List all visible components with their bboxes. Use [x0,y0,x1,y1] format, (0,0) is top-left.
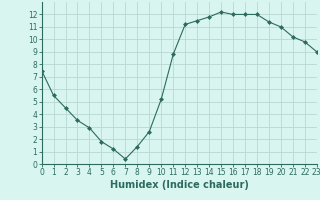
X-axis label: Humidex (Indice chaleur): Humidex (Indice chaleur) [110,180,249,190]
